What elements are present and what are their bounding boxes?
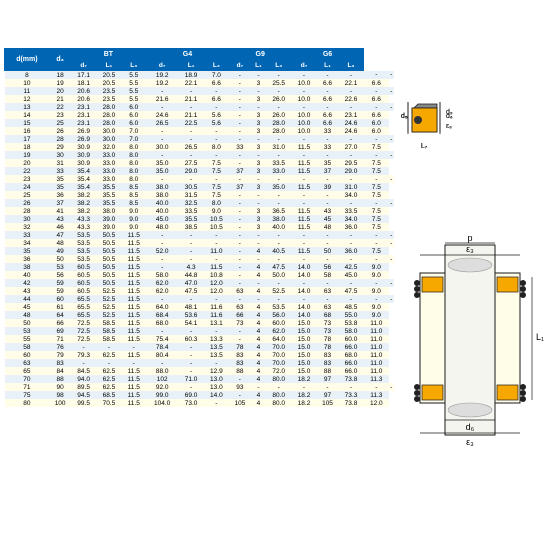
svg-text:ε₃: ε₃: [466, 244, 474, 254]
svg-text:d₆: d₆: [466, 422, 475, 432]
dimension-table: d(mm)d₃BTG4G9G6d₇L₁L₃d₇L₁L₃d₇L₁L₃d₇L₁L₃8…: [4, 48, 394, 407]
svg-text:d₈: d₈: [446, 109, 453, 116]
diagram-area: L₇ d₄ d₅ L₇ d₆ d₅ L₇ d₇ ε₇ d₅: [400, 100, 545, 500]
svg-text:L₇: L₇: [421, 143, 428, 150]
seal-diagram-4: L₇ d₈ ε₈ d₅: [400, 100, 455, 150]
svg-text:p: p: [467, 235, 472, 243]
svg-text:L₁: L₁: [536, 332, 544, 342]
svg-text:ε₃: ε₃: [466, 437, 474, 447]
assembly-diagram: ε₃ p L₁ ε₃ d₆: [400, 235, 545, 465]
svg-text:d₅: d₅: [401, 113, 408, 120]
svg-text:ε₈: ε₈: [446, 123, 452, 130]
